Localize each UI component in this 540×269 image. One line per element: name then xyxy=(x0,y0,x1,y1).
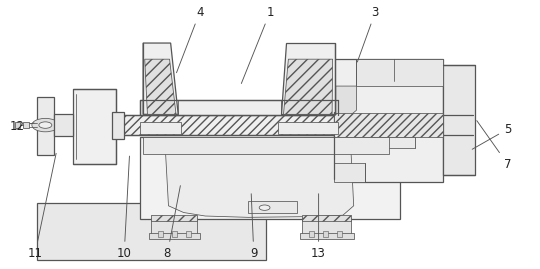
Polygon shape xyxy=(284,59,333,114)
Bar xyxy=(302,215,351,221)
Bar xyxy=(158,231,163,237)
Bar xyxy=(186,231,191,237)
Bar xyxy=(143,137,389,154)
Bar xyxy=(334,163,365,182)
Text: 10: 10 xyxy=(117,156,132,260)
Text: 1: 1 xyxy=(241,6,274,83)
Bar xyxy=(309,231,314,237)
Text: 3: 3 xyxy=(357,6,379,62)
Polygon shape xyxy=(281,43,335,114)
Text: 8: 8 xyxy=(164,186,180,260)
Text: 11: 11 xyxy=(28,153,56,260)
Bar xyxy=(148,233,200,239)
Bar xyxy=(140,100,338,115)
Text: 4: 4 xyxy=(177,6,204,73)
Circle shape xyxy=(39,122,52,128)
Bar xyxy=(151,220,197,234)
Polygon shape xyxy=(165,137,354,217)
Text: 13: 13 xyxy=(311,194,326,260)
Bar xyxy=(73,89,116,164)
Bar xyxy=(140,122,181,134)
Bar xyxy=(151,215,197,221)
Text: 7: 7 xyxy=(477,121,511,171)
Bar xyxy=(248,201,297,213)
Bar xyxy=(54,114,73,136)
Text: 9: 9 xyxy=(250,194,258,260)
Text: 5: 5 xyxy=(472,123,511,149)
Polygon shape xyxy=(145,59,176,114)
Bar xyxy=(278,122,338,134)
Bar xyxy=(172,231,177,237)
Bar xyxy=(334,59,443,182)
Bar xyxy=(300,233,354,239)
Polygon shape xyxy=(336,86,356,124)
Bar xyxy=(334,113,443,137)
Bar xyxy=(323,231,328,237)
Bar xyxy=(302,220,351,234)
Bar xyxy=(151,218,197,221)
Bar xyxy=(116,115,472,135)
Bar xyxy=(337,231,342,237)
Bar xyxy=(302,218,351,221)
Polygon shape xyxy=(37,97,54,155)
Bar xyxy=(443,65,475,175)
Circle shape xyxy=(259,205,270,210)
Bar xyxy=(356,59,443,86)
Bar xyxy=(23,122,29,128)
Bar xyxy=(112,112,124,139)
Text: 12: 12 xyxy=(10,120,34,133)
Bar xyxy=(15,122,20,128)
Polygon shape xyxy=(143,43,178,114)
Circle shape xyxy=(32,118,59,132)
Bar xyxy=(345,137,415,148)
Bar xyxy=(140,137,400,219)
Bar xyxy=(37,203,266,260)
